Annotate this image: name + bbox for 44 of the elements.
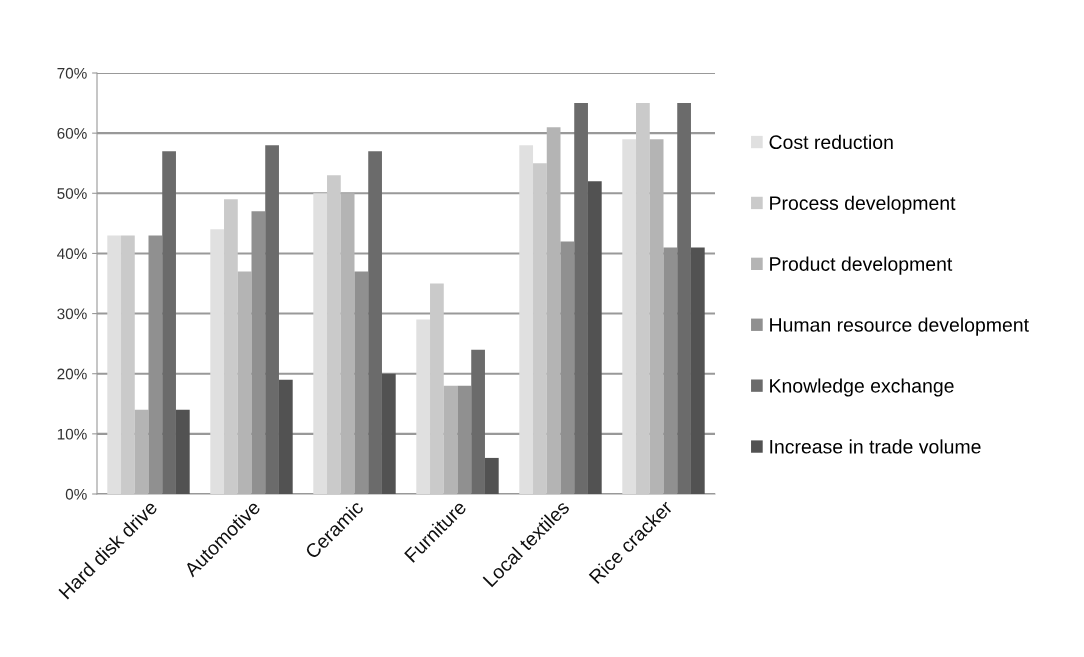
bar (368, 151, 382, 494)
bar (430, 283, 444, 494)
bar (313, 193, 328, 494)
bar (107, 235, 122, 494)
bar (443, 385, 458, 494)
y-tick-label: 50% (57, 188, 87, 199)
bar (381, 373, 396, 494)
legend-label: Increase in trade volume (770, 439, 981, 454)
bar (224, 199, 238, 494)
bar (162, 151, 176, 494)
bar (340, 193, 355, 494)
bar (134, 409, 149, 494)
bar (327, 175, 341, 494)
bar (636, 103, 650, 494)
bar (690, 247, 705, 494)
legend-label: Product development (770, 256, 953, 275)
bar (121, 235, 135, 494)
bar (622, 139, 637, 494)
y-tick-label: 60% (57, 128, 87, 139)
bar (649, 139, 664, 494)
legend-label: Process development (770, 195, 956, 214)
bar (237, 271, 252, 494)
bar (519, 145, 534, 494)
bar (210, 229, 225, 494)
bar (546, 127, 561, 494)
y-tick-label: 20% (57, 368, 87, 380)
bar (677, 103, 691, 494)
bar (484, 457, 499, 494)
legend-label: Knowledge exchange (770, 378, 954, 397)
bar (416, 319, 431, 494)
y-tick-label: 0% (65, 488, 87, 500)
legend-label: Human resource development (770, 317, 1029, 336)
bar (471, 349, 485, 494)
bar (265, 145, 279, 494)
bar (175, 409, 190, 494)
legend-label: Cost reduction (769, 134, 893, 150)
bar (587, 181, 602, 494)
y-tick-label: 70% (57, 67, 87, 79)
bar (533, 163, 547, 494)
bar (278, 379, 293, 494)
y-tick-label: 30% (57, 308, 87, 320)
y-tick-label: 40% (57, 248, 87, 260)
bar (574, 103, 588, 494)
y-tick-label: 10% (57, 428, 87, 440)
